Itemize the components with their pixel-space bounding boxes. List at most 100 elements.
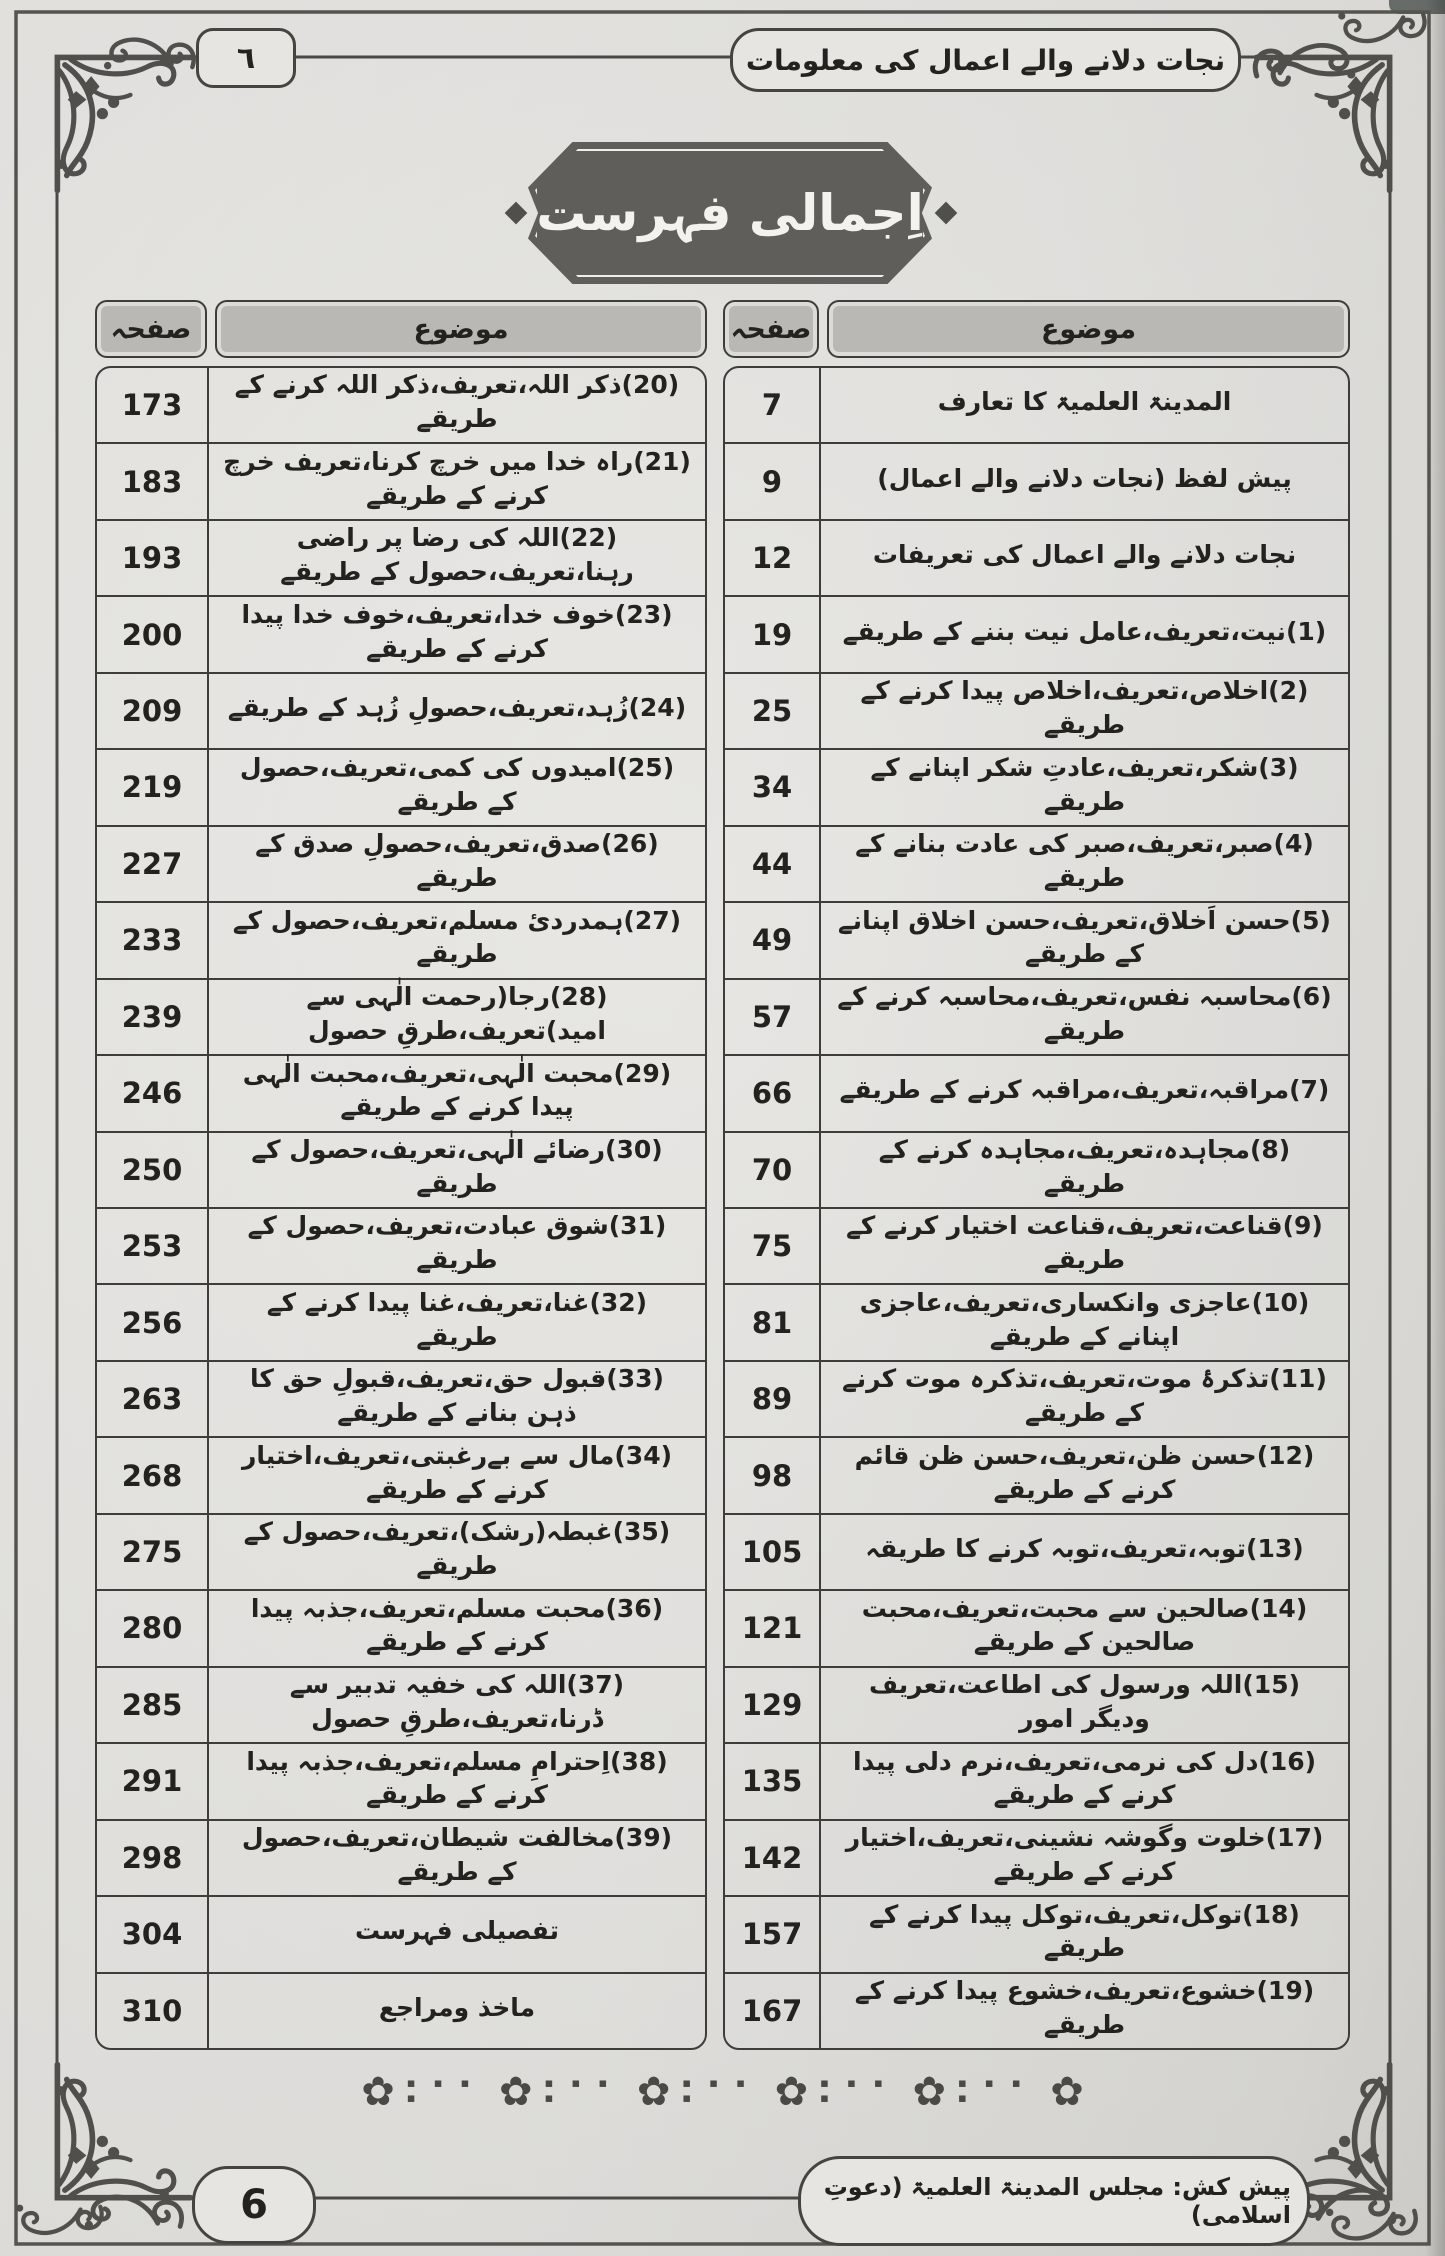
toc-page-number: 70 [725, 1132, 821, 1207]
toc-topic: (15)اللہ ورسول کی اطاعت،تعریف ودیگر امور [868, 1670, 1301, 1733]
toc-row: 227 (26)صدق،تعریف،حصولِ صدق کے طریقے [97, 824, 705, 902]
toc-row: 98 (12)حسن ظن،تعریف،حسن ظن قائم کرنے کے … [725, 1436, 1348, 1513]
toc-page-number: 268 [97, 1438, 209, 1513]
toc-topic: تفصیلی فہرست [354, 1916, 560, 1946]
toc-topic: نجات دلانے والے اعمال کی تعریفات [872, 540, 1297, 570]
toc-topic: (3)شکر،تعریف،عادتِ شکر اپنانے کے طریقے [870, 752, 1299, 816]
toc-page-number: 233 [97, 903, 209, 978]
toc-row: 9 پیش لفظ (نجات دلانے والے اعمال) [725, 442, 1348, 519]
divider-glyph: ✿ [774, 2069, 809, 2115]
toc-row: 304 تفصیلی فہرست [97, 1895, 705, 1972]
toc-topic: ماخذ ومراجع [378, 1992, 536, 2022]
toc-row: 49 (5)حسن اَخلاق،تعریف،حسن اخلاق اپنانے … [725, 901, 1348, 978]
toc-row: 280 (36)محبت مسلم،تعریف،جذبہ پیدا کرنے ک… [97, 1589, 705, 1666]
toc-topic: المدینۃ العلمیۃ کا تعارف [937, 387, 1232, 417]
toc-row: 121 (14)صالحین سے محبت،تعریف،محبت صالحین… [725, 1589, 1348, 1666]
toc-topic: (25)امیدوں کی کمی،تعریف،حصول کے طریقے [239, 752, 675, 816]
toc-row: 285 (37)اللہ کی خفیہ تدبیر سے ڈرنا،تعریف… [97, 1665, 705, 1743]
toc-right-header: صفحہ موضوع [723, 300, 1350, 358]
toc-page-number: 98 [725, 1438, 821, 1513]
toc-topic: (38)اِحترامِ مسلم،تعریف،جذبہ پیدا کرنے ک… [246, 1746, 668, 1810]
toc-row: 44 (4)صبر،تعریف،صبر کی عادت بنانے کے طری… [725, 824, 1348, 902]
toc-page-number: 253 [97, 1208, 209, 1284]
divider-glyph: ✿ [912, 2069, 946, 2115]
toc-row: 233 (27)ہمدردیٔ مسلم،تعریف،حصول کے طریقے [97, 901, 705, 978]
toc-page-number: 200 [97, 597, 209, 672]
divider-glyph: ▪ ▪ ▪ ▪ [544, 2076, 615, 2106]
toc-topic: (22)اللہ کی رضا پر راضی رہنا،تعریف،حصول … [280, 523, 634, 587]
toc-page-number: 256 [97, 1285, 209, 1360]
toc-page-number: 142 [725, 1820, 821, 1896]
divider-glyph: ▪ ▪ ▪ ▪ [957, 2076, 1028, 2106]
toc-topic: (29)محبت الٰہی،تعریف،محبت الٰہی پیدا کرن… [242, 1058, 672, 1122]
scroll-ornament-icon [1322, 2202, 1422, 2254]
toc-page-number: 75 [725, 1208, 821, 1284]
toc-topic: (16)دل کی نرمی،تعریف،نرم دلی پیدا کرنے ک… [852, 1746, 1317, 1810]
toc-page-number: 246 [97, 1056, 209, 1131]
toc-page-number: 167 [725, 1973, 821, 2048]
toc-header-page: صفحہ [723, 300, 819, 358]
divider-glyph: ▪ ▪ ▪ ▪ [682, 2076, 753, 2106]
toc-page-number: 57 [725, 979, 821, 1055]
toc-header-topic: موضوع [827, 300, 1350, 358]
toc-row: 291 (38)اِحترامِ مسلم،تعریف،جذبہ پیدا کر… [97, 1742, 705, 1819]
toc-topic: (6)محاسبہ نفس،تعریف،محاسبہ کرنے کے طریقے [837, 982, 1332, 1045]
divider-glyph: ✿ [361, 2069, 395, 2115]
toc-page-number: 49 [725, 903, 821, 978]
toc-page-number: 193 [97, 520, 209, 596]
divider-glyph: ✿ [636, 2069, 671, 2115]
toc-topic: (23)خوف خدا،تعریف،خوف خدا پیدا کرنے کے ط… [241, 599, 673, 663]
toc-row: 246 (29)محبت الٰہی،تعریف،محبت الٰہی پیدا… [97, 1054, 705, 1131]
toc-right-group: صفحہ موضوع 7 المدینۃ العلمیۃ کا تعارف 9 … [723, 300, 1350, 2050]
toc-topic: (39)مخالفت شیطان،تعریف،حصول کے طریقے [241, 1823, 673, 1886]
toc-row: 219 (25)امیدوں کی کمی،تعریف،حصول کے طریق… [97, 748, 705, 825]
toc-row: 19 (1)نیت،تعریف،عامل نیت بننے کے طریقے [725, 595, 1348, 672]
toc-topic: (34)مال سے بےرغبتی،تعریف،اختیار کرنے کے … [241, 1440, 673, 1504]
toc-left-group: صفحہ موضوع 173 (20)ذکر اللہ،تعریف،ذکر ال… [95, 300, 707, 2050]
toc-topic: (30)رضائے الٰہی،تعریف،حصول کے طریقے [251, 1135, 663, 1198]
toc-right-body: 7 المدینۃ العلمیۃ کا تعارف 9 پیش لفظ (نج… [723, 366, 1350, 2050]
toc-page-number: 19 [725, 597, 821, 672]
toc-row: 89 (11)تذکرۂ موت،تعریف،تذکرہ موت کرنے کے… [725, 1359, 1348, 1437]
toc-row: 167 (19)خشوع،تعریف،خشوع پیدا کرنے کے طری… [725, 1971, 1348, 2048]
toc-topic: (35)غبطہ(رشک)،تعریف،حصول کے طریقے [243, 1517, 671, 1581]
toc-row: 193 (22)اللہ کی رضا پر راضی رہنا،تعریف،ح… [97, 518, 705, 596]
toc-row: 310 ماخذ ومراجع [97, 1971, 705, 2048]
toc-topic: (7)مراقبہ،تعریف،مراقبہ کرنے کے طریقے [839, 1075, 1330, 1105]
toc-page-number: 7 [725, 368, 821, 443]
toc-page-number: 44 [725, 826, 821, 902]
toc-topic: (17)خلوت وگوشہ نشینی،تعریف،اختیار کرنے ک… [845, 1823, 1324, 1886]
page-title: اِجمالی فہرست [536, 184, 924, 242]
toc-topic: (33)قبول حق،تعریف،قبولِ حق کا ذہن بنانے … [250, 1364, 664, 1428]
toc-topic: (26)صدق،تعریف،حصولِ صدق کے طریقے [255, 829, 659, 892]
divider-glyph: ▪ ▪ ▪ ▪ [406, 2076, 477, 2106]
scroll-ornament-icon [100, 24, 200, 76]
toc-topic: (4)صبر،تعریف،صبر کی عادت بنانے کے طریقے [855, 829, 1314, 892]
toc-row: 253 (31)شوق عبادت،تعریف،حصول کے طریقے [97, 1206, 705, 1284]
toc-topic: (1)نیت،تعریف،عامل نیت بننے کے طریقے [842, 616, 1327, 646]
toc-header-page: صفحہ [95, 300, 207, 358]
toc-row: 70 (8)مجاہدہ،تعریف،مجاہدہ کرنے کے طریقے [725, 1130, 1348, 1207]
toc-page-number: 291 [97, 1744, 209, 1819]
toc-page-number: 121 [725, 1591, 821, 1666]
toc-topic: (12)حسن ظن،تعریف،حسن ظن قائم کرنے کے طری… [854, 1440, 1315, 1504]
toc-row: 75 (9)قناعت،تعریف،قناعت اختیار کرنے کے ط… [725, 1206, 1348, 1284]
toc-page-number: 280 [97, 1591, 209, 1666]
toc-row: 268 (34)مال سے بےرغبتی،تعریف،اختیار کرنے… [97, 1436, 705, 1513]
toc-row: 298 (39)مخالفت شیطان،تعریف،حصول کے طریقے [97, 1818, 705, 1896]
toc-topic: (31)شوق عبادت،تعریف،حصول کے طریقے [247, 1211, 667, 1275]
toc-page-number: 310 [97, 1973, 209, 2048]
divider-glyph: ✿ [499, 2069, 533, 2115]
toc-topic: (27)ہمدردیٔ مسلم،تعریف،حصول کے طریقے [232, 905, 682, 969]
toc-row: 173 (20)ذکر اللہ،تعریف،ذکر اللہ کرنے کے … [97, 368, 705, 443]
toc-page-number: 285 [97, 1667, 209, 1743]
scroll-ornament-icon [1335, 6, 1430, 56]
toc-topic: (28)رجا(رحمت الٰہی سے امید)تعریف،طرقِ حص… [306, 982, 608, 1045]
toc-row: 209 (24)زُہد،تعریف،حصولِ زُہد کے طریقے [97, 671, 705, 749]
toc-left-header: صفحہ موضوع [95, 300, 707, 358]
toc-topic: پیش لفظ (نجات دلانے والے اعمال) [877, 463, 1292, 493]
page-number-badge-top: ٦ [196, 28, 296, 88]
toc-row: 275 (35)غبطہ(رشک)،تعریف،حصول کے طریقے [97, 1512, 705, 1590]
toc-row: 200 (23)خوف خدا،تعریف،خوف خدا پیدا کرنے … [97, 595, 705, 672]
